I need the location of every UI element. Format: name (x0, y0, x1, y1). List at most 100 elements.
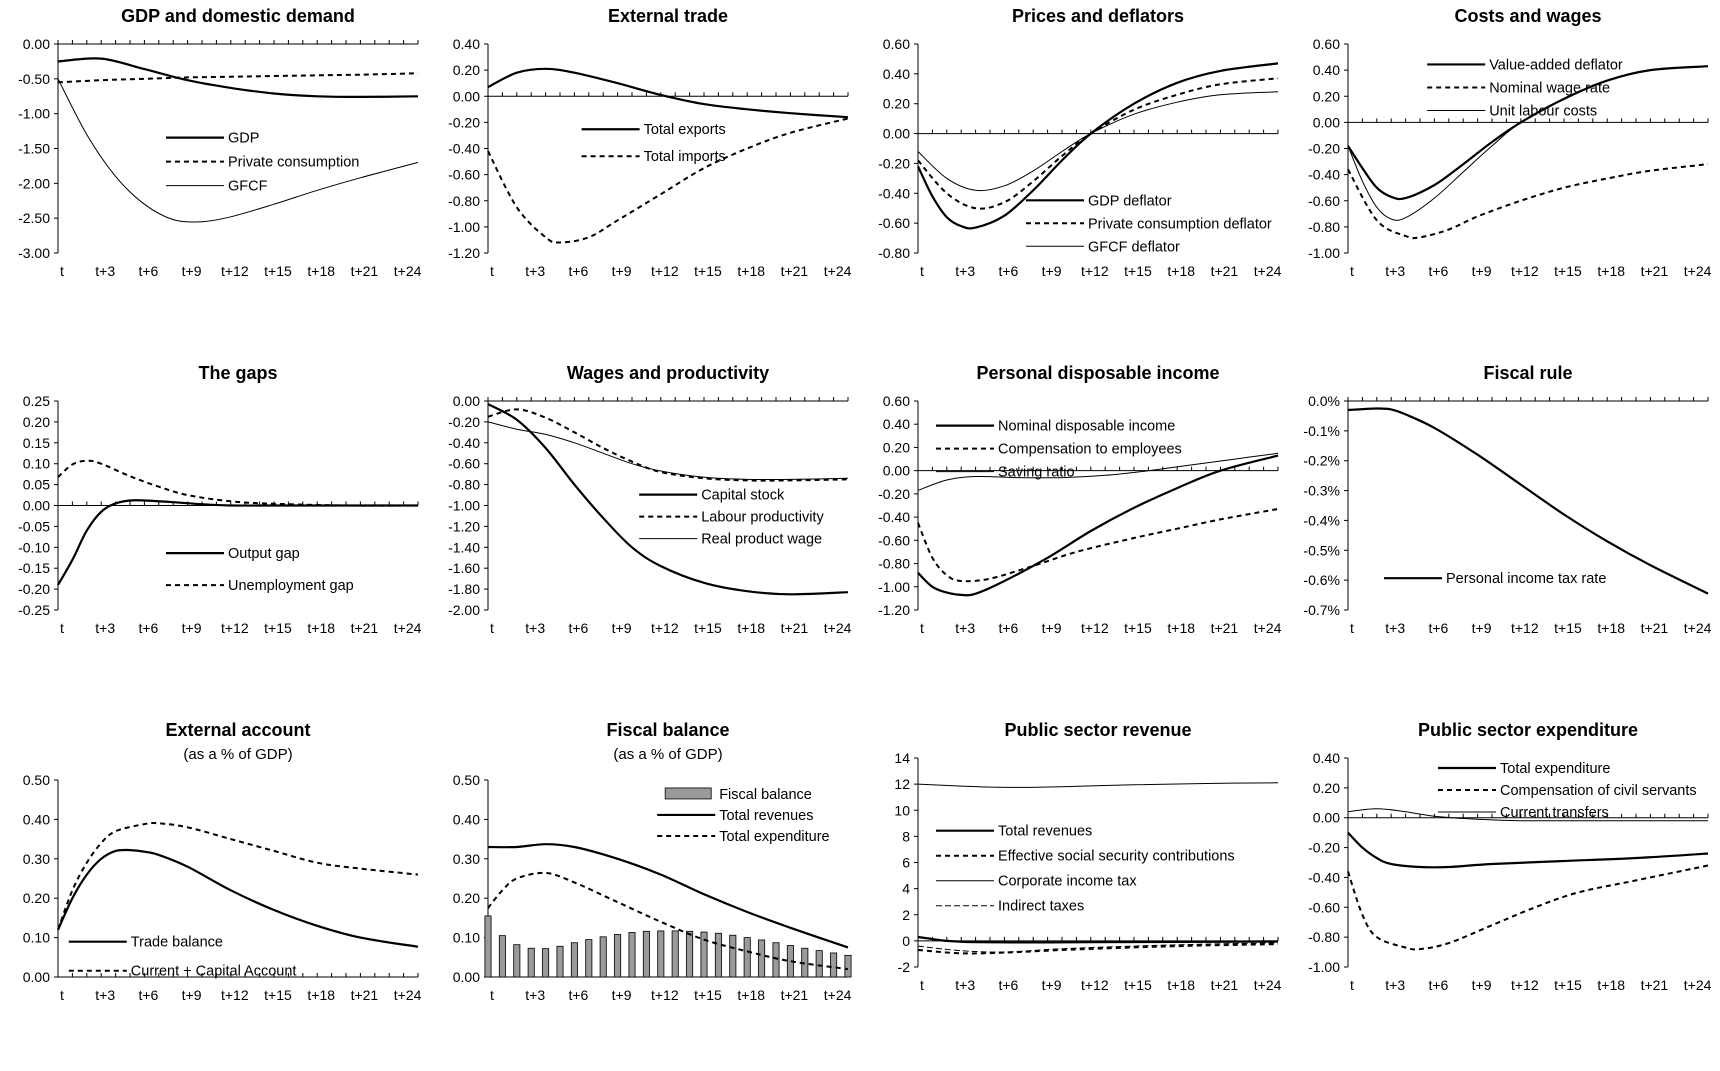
series-line (57, 821, 419, 931)
y-tick-label: -0.60 (448, 456, 480, 472)
y-tick-label: 0.40 (453, 36, 480, 52)
x-tick-label: t (490, 987, 494, 1003)
fiscal-balance-bar (599, 936, 607, 978)
chart-panel: Costs and wages 0.60 0.40 0.20 0.00 -0.20 -0.4… (1290, 0, 1720, 357)
x-tick-label: t+9 (612, 620, 632, 636)
x-tick-label: t+24 (1254, 977, 1282, 993)
x-tick-label: t+9 (182, 263, 202, 279)
x-tick-label: t+18 (1597, 977, 1625, 993)
y-tick-label: 0.00 (1313, 810, 1340, 826)
x-tick-label: t+21 (781, 987, 809, 1003)
y-tick-label: -0.60 (878, 215, 910, 231)
fiscal-balance-bar (830, 952, 838, 978)
x-tick-label: t+15 (1124, 620, 1152, 636)
x-tick-label: t+6 (138, 263, 158, 279)
x-tick-label: t+15 (694, 987, 722, 1003)
y-tick-label: -1.20 (878, 602, 910, 618)
series-line (487, 403, 849, 596)
x-tick-label: t+9 (612, 263, 632, 279)
chart-title: Fiscal balance (606, 720, 729, 740)
series-line (1347, 808, 1708, 822)
chart-title: Public sector revenue (1004, 720, 1191, 740)
y-tick-label: -2.50 (18, 210, 50, 226)
x-tick-label: t+18 (737, 263, 765, 279)
x-tick-label: t+6 (998, 977, 1018, 993)
y-tick-label: -0.20 (18, 581, 50, 597)
legend-label: Unit labour costs (1489, 103, 1597, 119)
y-tick-label: 0.20 (883, 439, 910, 455)
chart-panel: Public sector expenditure 0.40 0.20 0.00 -0.… (1290, 714, 1720, 1071)
legend-label: Indirect taxes (998, 899, 1084, 915)
y-tick-label: -0.20 (448, 114, 480, 130)
y-tick-label: -0.20 (1308, 840, 1340, 856)
chart-panel: Fiscal rule 0.0% -0.1% -0.2% -0.3% -0.4% -0.5%… (1290, 357, 1720, 714)
fiscal-balance-bar (527, 947, 535, 978)
y-tick-label: -0.60 (1308, 899, 1340, 915)
y-tick-label: -1.40 (448, 539, 480, 555)
y-tick-label: 0.00 (23, 36, 50, 52)
y-tick-label: -0.10 (18, 539, 50, 555)
fiscal-balance-bar (758, 939, 766, 978)
legend-label: Fiscal balance (719, 787, 812, 803)
fiscal-balance-bar (686, 930, 694, 978)
y-tick-label: -0.40 (1308, 869, 1340, 885)
fiscal-balance-bar (772, 942, 780, 978)
x-tick-label: t (490, 620, 494, 636)
legend-label: Total imports (644, 149, 726, 165)
y-tick-label: -0.5% (1303, 542, 1340, 558)
series-line (487, 67, 849, 119)
x-tick-label: t+21 (1641, 977, 1669, 993)
fiscal-balance-bar (743, 937, 751, 978)
legend-label: Total expenditure (719, 829, 829, 845)
y-tick-label: 0.0% (1308, 393, 1340, 409)
x-tick-label: t+21 (1641, 263, 1669, 279)
legend-label: Personal income tax rate (1446, 571, 1606, 587)
y-tick-label: 0.50 (453, 772, 480, 788)
chart-svg: The gaps 0.25 0.20 0.15 0.10 0.05 0.00 -0.05 -0.… (18, 363, 422, 636)
y-tick-label: -0.1% (1303, 423, 1340, 439)
legend-label: Capital stock (701, 488, 785, 504)
legend-label: Total exports (644, 122, 726, 138)
legend-label: Nominal disposable income (998, 419, 1175, 435)
chart-svg: Prices and deflators 0.60 0.40 0.20 0.00 -0.2… (878, 6, 1282, 279)
legend-label: Current transfers (1500, 805, 1609, 821)
chart-panel: Fiscal balance (as a % of GDP) 0.50 0.40 0.3… (430, 714, 860, 1071)
fiscal-balance-bar (542, 948, 550, 978)
series-line (487, 408, 849, 482)
y-tick-label: 12 (894, 776, 910, 792)
y-tick-label: 14 (894, 750, 910, 766)
legend-label: Compensation to employees (998, 442, 1182, 458)
chart-title: Personal disposable income (976, 363, 1219, 383)
chart-panel: Personal disposable income 0.60 0.40 0.20 0.… (860, 357, 1290, 714)
y-tick-label: 0.40 (23, 811, 50, 827)
x-tick-label: t+18 (1597, 620, 1625, 636)
y-tick-label: 0.40 (883, 66, 910, 82)
y-tick-label: 0.20 (1313, 780, 1340, 796)
x-tick-label: t+12 (651, 263, 679, 279)
y-tick-label: -0.40 (878, 185, 910, 201)
legend-label: Labour productivity (701, 510, 824, 526)
y-tick-label: 0.00 (23, 498, 50, 514)
x-tick-label: t+18 (307, 263, 335, 279)
x-tick-label: t+24 (394, 263, 422, 279)
x-tick-label: t+12 (221, 263, 249, 279)
y-tick-label: 0.05 (23, 477, 50, 493)
y-tick-label: 8 (902, 828, 910, 844)
y-tick-label: -0.80 (448, 477, 480, 493)
chart-panel: Public sector revenue 14 12 10 8 6 4 2 0 -2 t t+3 t+… (860, 714, 1290, 1071)
x-tick-label: t+12 (1511, 620, 1539, 636)
x-tick-label: t+24 (824, 263, 852, 279)
x-tick-label: t+9 (1472, 263, 1492, 279)
legend-label: GFCF deflator (1088, 239, 1180, 255)
x-tick-label: t+3 (1385, 620, 1405, 636)
x-tick-label: t+15 (1554, 620, 1582, 636)
x-tick-label: t+3 (525, 263, 545, 279)
legend-label: Total expenditure (1500, 761, 1610, 777)
x-tick-label: t (920, 977, 924, 993)
legend-label: Private consumption deflator (1088, 216, 1272, 232)
fiscal-balance-bar (714, 932, 722, 978)
x-tick-label: t+6 (1428, 977, 1448, 993)
y-tick-label: 0.00 (23, 969, 50, 985)
fiscal-balance-bar (815, 950, 823, 978)
